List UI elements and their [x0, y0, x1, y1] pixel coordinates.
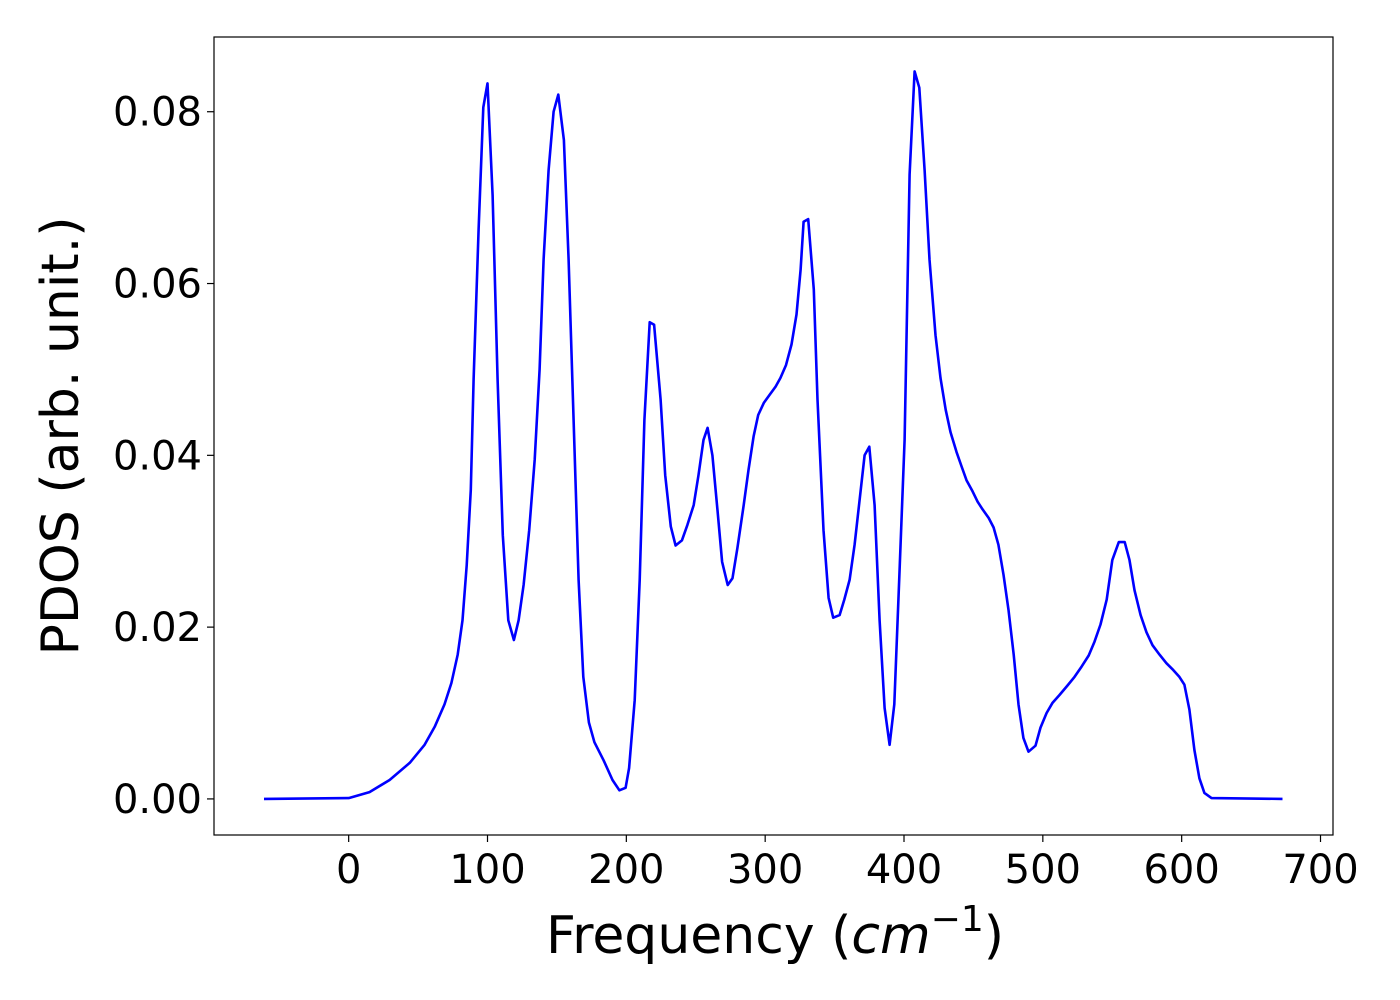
- x-axis-label-math: cm: [851, 906, 930, 966]
- x-axis-label-prefix: Frequency (: [546, 906, 851, 966]
- x-tick-label: 700: [1282, 847, 1358, 893]
- x-tick-label: 400: [866, 847, 942, 893]
- x-axis-label-suffix: ): [984, 906, 1004, 966]
- y-tick-label: 0.00: [113, 777, 202, 823]
- y-tick-label: 0.08: [113, 90, 202, 136]
- x-axis-label: Frequency (cm−1): [546, 899, 1004, 966]
- y-tick-label: 0.06: [113, 262, 202, 308]
- x-tick-label: 0: [336, 847, 361, 893]
- x-tick-label: 600: [1143, 847, 1219, 893]
- x-tick-label: 100: [449, 847, 525, 893]
- plot-area: 0 100 200 300 400 500 600 700 0.00 0.02 0.04 0.06 0.…: [113, 36, 1359, 893]
- x-axis-label-sup: −1: [931, 899, 984, 940]
- y-axis-label: PDOS (arb. unit.): [31, 216, 91, 655]
- x-tick-label: 200: [588, 847, 664, 893]
- y-tick-label: 0.02: [113, 605, 202, 651]
- y-tick-label: 0.04: [113, 433, 202, 479]
- pdos-line: [263, 70, 1283, 801]
- x-tick-label: 300: [727, 847, 803, 893]
- x-tick-label: 500: [1005, 847, 1081, 893]
- plot-frame: [213, 36, 1334, 836]
